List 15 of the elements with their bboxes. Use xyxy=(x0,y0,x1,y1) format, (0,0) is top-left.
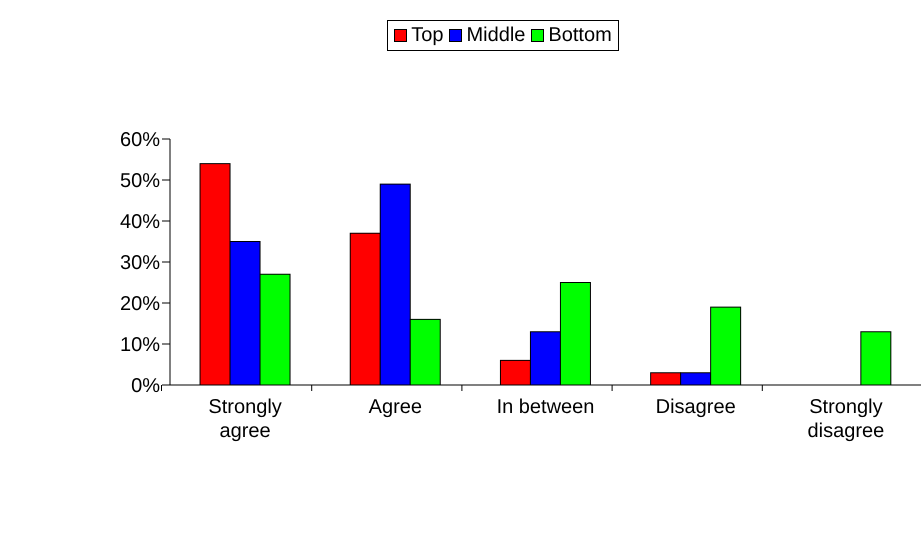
legend-label: Top xyxy=(410,24,444,47)
y-tick-label: 30% xyxy=(120,252,160,274)
y-tick-label: 20% xyxy=(120,293,160,316)
y-tick-label: 40% xyxy=(120,211,160,234)
y-tick-label: 60% xyxy=(120,129,160,152)
y-tick-label: 10% xyxy=(120,334,160,356)
legend-label: Bottom xyxy=(547,24,612,47)
x-tick-label: In between xyxy=(496,396,594,418)
y-tick-label: 50% xyxy=(120,170,160,192)
x-tick-label: Disagree xyxy=(656,396,736,418)
x-tick-label: Strongly disagree xyxy=(808,396,884,442)
y-tick-label: 0% xyxy=(131,375,160,398)
x-tick-label: Agree xyxy=(368,396,422,418)
legend-label: Middle xyxy=(465,24,526,47)
x-tick-label: Strongly agree xyxy=(208,396,282,442)
